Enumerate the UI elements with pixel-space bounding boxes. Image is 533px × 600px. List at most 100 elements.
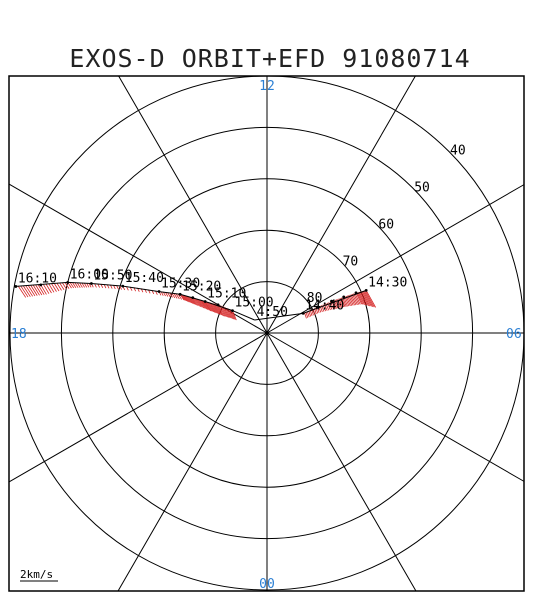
efd-vector	[192, 297, 197, 306]
efd-vector	[56, 282, 62, 291]
efd-vector	[83, 282, 88, 288]
efd-vector	[222, 306, 228, 318]
chart-title: EXOS-D ORBIT+EFD 91080714	[69, 44, 470, 73]
efd-vector	[201, 300, 207, 310]
efd-vector	[219, 305, 226, 317]
efd-vector	[196, 298, 202, 308]
efd-vector	[27, 285, 36, 297]
efd-vector	[356, 292, 364, 305]
efd-vector	[189, 296, 195, 305]
latitude-label: 50	[414, 181, 430, 196]
efd-vector	[215, 303, 222, 316]
orbit-time-label: 15:00	[235, 296, 274, 311]
efd-vector	[86, 282, 90, 288]
efd-vector	[207, 301, 214, 313]
orbit-time-label: 15:30	[161, 277, 200, 292]
efd-vector	[359, 291, 368, 306]
latitude-label: 60	[378, 217, 394, 232]
scale-indicator: 2km/s	[20, 568, 58, 582]
efd-vector	[360, 291, 370, 306]
efd-vector	[81, 282, 85, 288]
efd-vector	[188, 296, 194, 304]
efd-vector	[364, 290, 375, 308]
efd-vector	[304, 312, 307, 319]
efd-vector	[223, 306, 230, 318]
efd-vector	[37, 284, 45, 295]
efd-vector	[181, 294, 186, 301]
efd-vector	[184, 295, 190, 303]
efd-vector	[351, 293, 358, 305]
orbit-time-label: 15:40	[125, 271, 164, 286]
mlt-spoke	[266, 332, 525, 482]
efd-vector	[357, 292, 365, 306]
orbit-time-label: 15:20	[182, 279, 221, 294]
efd-vector	[32, 285, 40, 296]
efd-vector	[216, 304, 223, 316]
efd-vector	[226, 307, 232, 319]
efd-vector	[220, 305, 227, 317]
efd-vector	[22, 285, 31, 297]
orbit-marker	[342, 295, 346, 299]
mlt-spoke	[8, 332, 268, 483]
latitude-label: 70	[343, 254, 359, 269]
orbit-time-label: 14:30	[368, 275, 407, 290]
efd-vector	[119, 285, 122, 290]
efd-vector	[175, 293, 180, 300]
efd-vector	[306, 311, 310, 318]
polar-grid	[8, 75, 525, 592]
efd-vector	[193, 297, 199, 306]
efd-vector	[30, 285, 38, 296]
mlt-label: 00	[259, 577, 275, 592]
efd-vector	[88, 283, 92, 288]
efd-vector	[51, 283, 57, 292]
efd-vector	[187, 296, 192, 304]
orbit-time-label: 16:10	[18, 271, 57, 286]
efd-vector	[25, 285, 33, 297]
efd-vector	[212, 303, 220, 315]
efd-vector	[206, 301, 213, 312]
efd-vector	[177, 293, 182, 300]
orbit-time-label: 14:40	[305, 298, 344, 313]
efd-vector	[72, 282, 77, 289]
efd-vector	[198, 299, 205, 309]
efd-vector	[173, 293, 178, 299]
mlt-labels: 12 06 00 18	[11, 79, 522, 592]
scale-label: 2km/s	[20, 568, 53, 581]
efd-vector	[354, 293, 361, 305]
efd-vector	[20, 285, 29, 298]
efd-vector	[199, 299, 206, 309]
efd-vector	[217, 304, 225, 317]
orbit-marker	[330, 299, 333, 303]
efd-vector	[183, 295, 189, 302]
latitude-label: 40	[450, 144, 466, 159]
efd-vector	[53, 283, 60, 292]
efd-vector	[17, 286, 27, 298]
efd-vector	[211, 302, 218, 314]
efd-vector	[202, 300, 209, 310]
efd-vector	[40, 284, 47, 295]
efd-vector	[227, 308, 233, 319]
efd-vector	[182, 294, 187, 302]
orbit-time-label: 4:50	[257, 305, 288, 320]
efd-vector	[197, 298, 203, 308]
efd-vector	[59, 282, 65, 290]
efd-vector	[43, 284, 50, 294]
orbit-time-labels: 14:3014:404:5015:0015:1015:2015:3015:401…	[18, 267, 407, 320]
efd-vector	[208, 302, 216, 313]
efd-vector	[358, 291, 367, 306]
latitude-labels: 40 50 60 70 80	[307, 144, 466, 306]
orbit-time-label: 15:50	[93, 268, 132, 283]
efd-vector	[74, 282, 79, 288]
efd-vector	[48, 283, 55, 293]
efd-vector	[186, 295, 191, 303]
orbit-path	[254, 312, 304, 321]
efd-vector	[204, 301, 212, 312]
orbit-time-label: 16:00	[70, 267, 109, 282]
efd-vector	[76, 282, 81, 288]
mlt-label: 12	[259, 79, 275, 94]
orbit-track	[15, 281, 367, 321]
efd-vector	[64, 282, 70, 289]
mlt-spoke	[266, 184, 525, 334]
efd-vector	[194, 298, 200, 307]
